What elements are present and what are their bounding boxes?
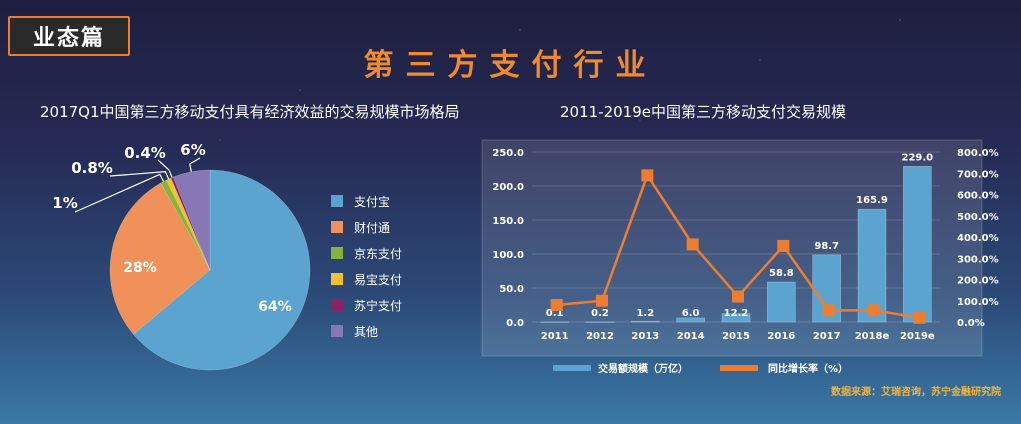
pie-leader-line bbox=[74, 173, 165, 213]
y-left-tick-label: 250.0 bbox=[492, 148, 524, 159]
pie-data-label: 0.8% bbox=[71, 159, 113, 177]
y-right-tick-label: 700.0% bbox=[957, 169, 999, 180]
x-tick-label: 2019e bbox=[900, 331, 935, 342]
bar bbox=[676, 317, 705, 323]
bar-legend-label: 交易额规模（万亿） bbox=[598, 362, 688, 375]
bar bbox=[857, 208, 887, 323]
source-note: 数据来源：艾瑞咨询，苏宁金融研究院 bbox=[831, 387, 1001, 398]
pie-legend-label: 苏宁支付 bbox=[354, 298, 402, 313]
y-right-tick-label: 500.0% bbox=[957, 212, 999, 223]
bar-value-label: 6.0 bbox=[682, 308, 700, 319]
y-left-tick-label: 50.0 bbox=[499, 284, 524, 295]
bar-legend-swatch bbox=[553, 365, 591, 371]
bar-value-label: 0.2 bbox=[591, 308, 609, 319]
y-left-tick-label: 0.0 bbox=[506, 318, 524, 329]
x-tick-label: 2017 bbox=[813, 331, 841, 342]
pie-legend-label: 其他 bbox=[354, 325, 378, 339]
bar bbox=[631, 320, 660, 323]
y-right-tick-label: 600.0% bbox=[957, 191, 999, 202]
x-tick-label: 2013 bbox=[631, 331, 659, 342]
pie-data-label: 1% bbox=[52, 194, 77, 212]
growth-rate-marker bbox=[732, 290, 744, 303]
bar bbox=[540, 321, 569, 323]
pie-slice bbox=[109, 182, 211, 335]
bar bbox=[585, 321, 615, 323]
x-tick-label: 2011 bbox=[541, 331, 569, 342]
bar-value-label: 1.2 bbox=[636, 308, 654, 319]
pie-data-label: 0.4% bbox=[124, 144, 166, 162]
growth-rate-marker bbox=[868, 304, 880, 317]
y-right-tick-label: 200.0% bbox=[957, 276, 999, 287]
y-left-tick-label: 150.0 bbox=[492, 216, 524, 227]
growth-rate-marker bbox=[550, 299, 563, 311]
bar-value-label: 12.2 bbox=[724, 308, 749, 319]
growth-rate-marker bbox=[641, 169, 654, 182]
x-tick-label: 2018e bbox=[855, 331, 890, 342]
growth-rate-marker bbox=[686, 238, 699, 251]
pie-data-label: 64% bbox=[258, 299, 292, 315]
x-tick-label: 2012 bbox=[586, 331, 614, 342]
x-tick-label: 2016 bbox=[767, 331, 795, 342]
pie-leader-line bbox=[157, 159, 173, 178]
x-tick-label: 2014 bbox=[677, 331, 705, 342]
bar-value-label: 58.8 bbox=[769, 268, 794, 279]
pie-legend-swatch bbox=[331, 299, 343, 311]
pie-legend-label: 京东支付 bbox=[354, 247, 402, 261]
growth-rate-marker bbox=[913, 311, 926, 324]
pie-leader-line bbox=[189, 157, 201, 172]
bar-chart-title: 2011-2019e中国第三方移动支付交易规模 bbox=[560, 103, 846, 121]
line-legend-swatch bbox=[720, 365, 758, 371]
pie-legend-label: 支付宝 bbox=[354, 195, 390, 209]
pie-chart-title: 2017Q1中国第三方移动支付具有经济效益的交易规模市场格局 bbox=[40, 103, 460, 121]
pie-legend-swatch bbox=[331, 325, 343, 337]
pie-slice bbox=[170, 176, 211, 271]
y-right-tick-label: 300.0% bbox=[957, 254, 999, 265]
x-tick-label: 2015 bbox=[722, 331, 750, 342]
growth-rate-marker bbox=[822, 304, 835, 317]
line-legend-label: 同比增长率（%） bbox=[768, 362, 848, 375]
bar bbox=[767, 281, 796, 323]
bar-value-label: 98.7 bbox=[814, 241, 839, 252]
bar bbox=[903, 165, 932, 323]
pie-legend-label: 易宝支付 bbox=[354, 273, 402, 287]
pie-slice bbox=[160, 179, 211, 271]
bar-value-label: 229.0 bbox=[902, 152, 934, 163]
pie-legend-swatch bbox=[331, 221, 343, 233]
pie-legend-swatch bbox=[331, 247, 343, 259]
section-badge: 业态篇 bbox=[8, 16, 130, 56]
y-right-tick-label: 400.0% bbox=[957, 233, 999, 244]
pie-legend-swatch bbox=[331, 273, 343, 285]
pie-leader-line bbox=[109, 171, 170, 180]
growth-rate-marker bbox=[596, 294, 608, 307]
y-left-tick-label: 100.0 bbox=[492, 250, 524, 261]
pie-data-label: 6% bbox=[180, 141, 205, 159]
pie-slice bbox=[133, 169, 311, 371]
pie-data-label: 28% bbox=[123, 260, 157, 276]
pie-legend-swatch bbox=[331, 195, 343, 207]
growth-rate-marker bbox=[777, 239, 790, 252]
y-left-tick-label: 200.0 bbox=[492, 182, 524, 193]
bar bbox=[721, 313, 751, 323]
y-right-tick-label: 100.0% bbox=[957, 297, 999, 308]
y-right-tick-label: 800.0% bbox=[957, 148, 999, 159]
pie-legend-label: 财付通 bbox=[354, 221, 390, 235]
main-title: 第三方支付行业 bbox=[363, 48, 658, 83]
y-right-tick-label: 0.0% bbox=[957, 318, 985, 329]
pie-slice bbox=[172, 169, 211, 271]
bar-value-label: 165.9 bbox=[856, 195, 888, 206]
bar-value-label: 0.1 bbox=[546, 308, 564, 319]
